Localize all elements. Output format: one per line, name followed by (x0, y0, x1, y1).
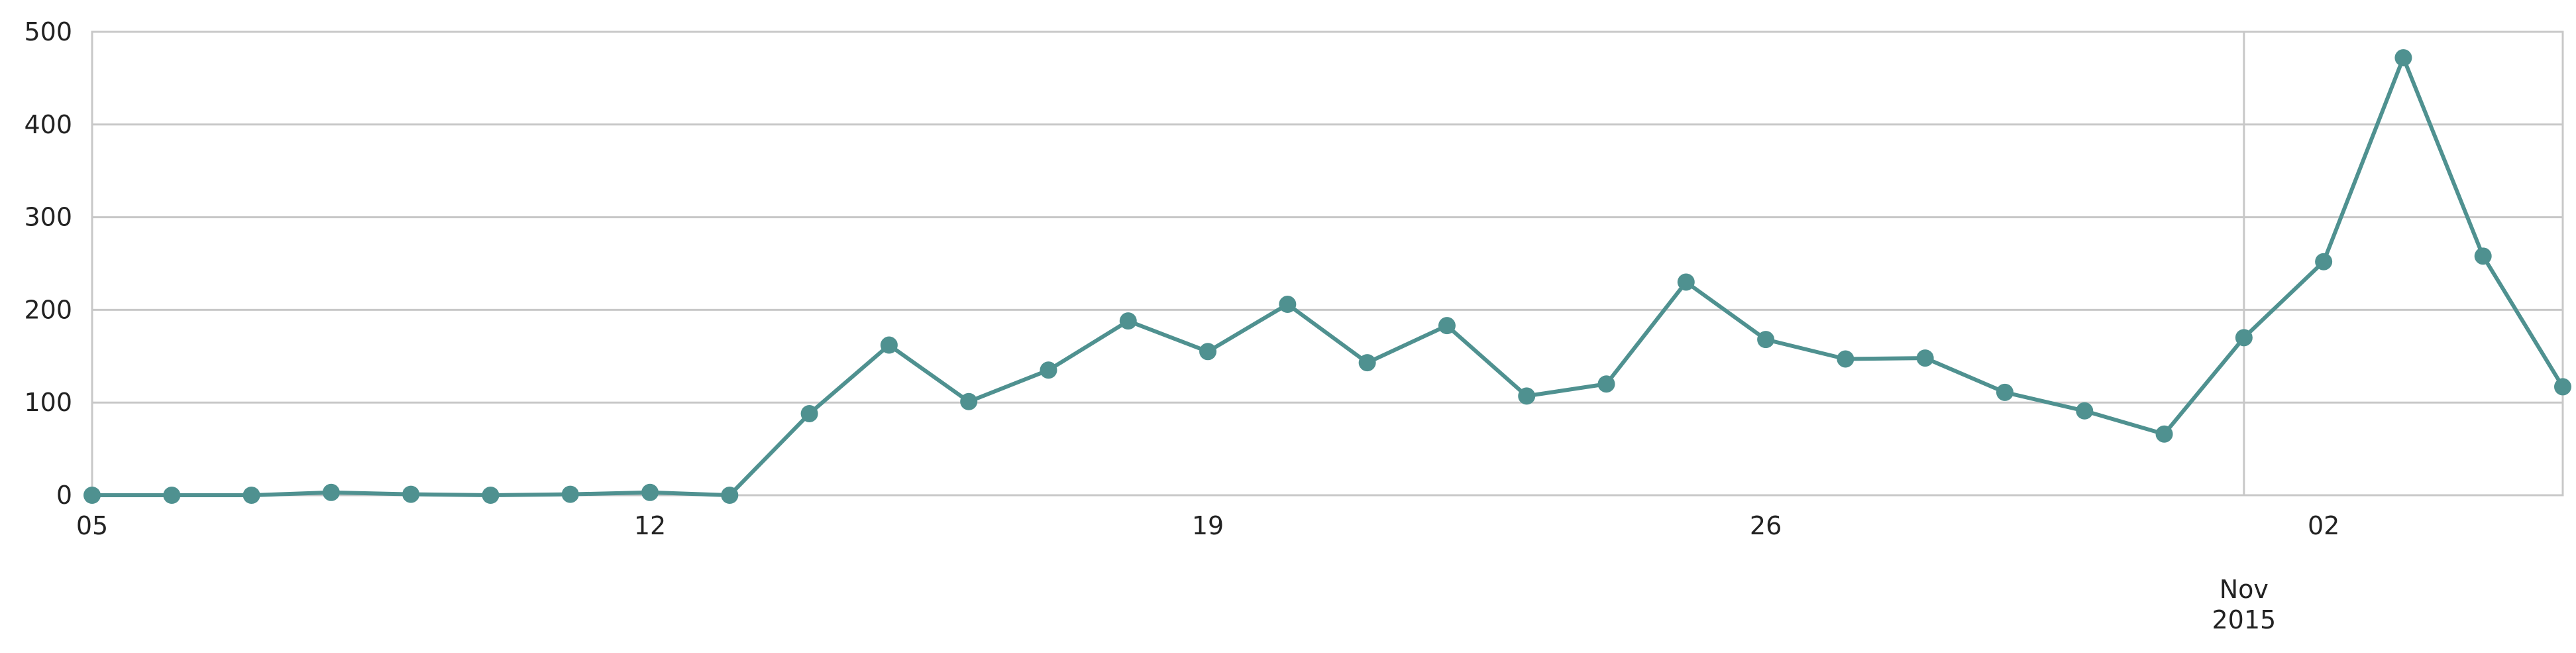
x-axis-tick-labels: 05 12 19 26 02 (76, 511, 2339, 540)
month-label: Nov (2220, 575, 2269, 604)
x-tick-label: 02 (2308, 511, 2339, 540)
data-point (242, 487, 260, 504)
data-point (1279, 296, 1297, 314)
series-line (90, 56, 2565, 497)
series (83, 49, 2571, 504)
data-point (402, 485, 420, 503)
data-point (2076, 402, 2094, 420)
data-point (1677, 273, 1695, 291)
data-point (2554, 378, 2571, 396)
data-point (1119, 312, 1137, 330)
data-point (482, 487, 500, 504)
data-point (163, 487, 181, 504)
y-tick-label: 400 (24, 110, 72, 139)
data-point (2155, 425, 2173, 443)
data-point (880, 336, 898, 354)
data-point (1199, 343, 1217, 361)
data-point (2315, 253, 2333, 270)
plot-frame (91, 30, 2564, 497)
data-point (1040, 361, 1057, 379)
data-point (322, 483, 340, 501)
year-label: 2015 (2212, 605, 2276, 634)
y-tick-label: 500 (24, 17, 72, 46)
y-tick-label: 0 (56, 481, 72, 510)
data-point (721, 487, 739, 504)
data-point (1518, 387, 1536, 405)
month-marker-label: Nov 2015 (2212, 575, 2276, 634)
x-tick-label: 26 (1750, 511, 1782, 540)
y-tick-label: 300 (24, 203, 72, 232)
data-point (2394, 49, 2412, 67)
data-point (2474, 247, 2492, 265)
data-point (1757, 331, 1775, 349)
data-point (561, 485, 579, 503)
data-point (83, 487, 101, 504)
gridlines (92, 30, 2563, 497)
data-point (1996, 383, 2013, 401)
data-point (2235, 329, 2253, 347)
data-point (1597, 375, 1615, 393)
x-tick-label: 19 (1192, 511, 1224, 540)
y-tick-label: 100 (24, 388, 72, 417)
data-point (1837, 350, 1854, 368)
data-point (1916, 349, 1934, 367)
x-tick-label: 12 (634, 511, 666, 540)
y-tick-label: 200 (24, 295, 72, 324)
y-axis-tick-labels: 0 100 200 300 400 500 (24, 17, 72, 510)
data-point (960, 392, 978, 410)
data-point (1358, 354, 1376, 372)
data-point (641, 483, 659, 501)
data-point (800, 404, 818, 422)
data-point (1438, 317, 1456, 335)
x-tick-label: 05 (76, 511, 108, 540)
